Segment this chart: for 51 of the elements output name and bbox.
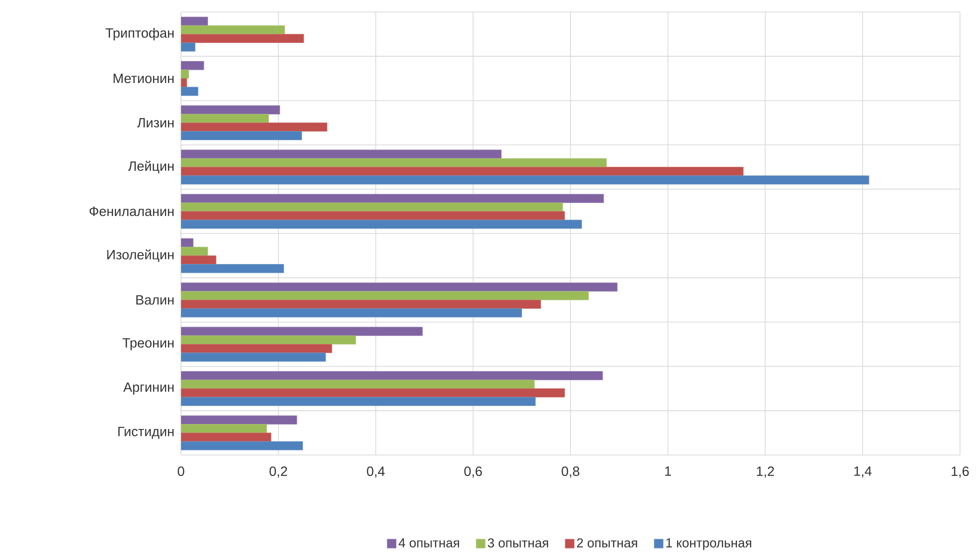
y-tick-label: Изолейцин: [107, 249, 174, 262]
bar: [181, 282, 618, 292]
bar: [181, 246, 208, 256]
bar: [181, 255, 216, 264]
bar: [181, 131, 302, 140]
bar: [181, 105, 280, 114]
bar: [181, 291, 589, 300]
bar: [181, 388, 565, 398]
y-tick-label: Триптофан: [106, 28, 174, 40]
bar: [181, 194, 604, 203]
bar: [181, 335, 356, 344]
bar: [181, 308, 522, 318]
bar: [181, 371, 603, 380]
x-tick-label: 0,2: [270, 466, 288, 478]
bar: [181, 211, 565, 220]
bar: [181, 326, 423, 336]
legend-label: 1 контрольная: [666, 538, 752, 550]
bar: [181, 114, 269, 123]
y-tick-label: Фенилаланин: [90, 206, 174, 216]
bar: [181, 175, 870, 184]
y-tick-label: Аргинин: [123, 382, 174, 395]
x-tick-label: 1: [665, 466, 671, 476]
x-tick-label: 0,6: [464, 466, 482, 478]
bar: [181, 396, 536, 406]
x-tick-label: 1,4: [854, 466, 872, 478]
x-tick-label: 0,4: [366, 466, 385, 478]
bar: [181, 352, 326, 362]
legend-label: 2 опытная: [577, 538, 638, 548]
y-tick-label: Лизин: [137, 118, 174, 128]
bar: [181, 25, 285, 34]
bar: [181, 344, 332, 354]
y-tick-label: Гистидин: [118, 426, 174, 439]
bar: [181, 424, 267, 434]
bar: [181, 150, 502, 159]
bar: [181, 432, 272, 442]
bar: [181, 34, 304, 43]
bar: [181, 415, 298, 424]
x-tick-label: 1,2: [756, 466, 774, 478]
x-tick-label: 1,6: [952, 466, 969, 478]
bar: [181, 264, 284, 274]
legend-label: 4 опытная: [398, 538, 460, 548]
legend-label: 3 опытная: [488, 538, 548, 548]
x-tick-label: 0,8: [562, 466, 580, 478]
x-tick-label: 0: [178, 466, 184, 476]
y-tick-label: Треонин: [122, 338, 174, 350]
bar: [181, 122, 328, 132]
y-tick-label: Метионин: [114, 74, 174, 84]
bar: [181, 202, 563, 212]
bar: [181, 166, 744, 176]
y-tick-label: Валин: [136, 295, 174, 305]
y-tick-label: Лейцин: [128, 160, 174, 174]
